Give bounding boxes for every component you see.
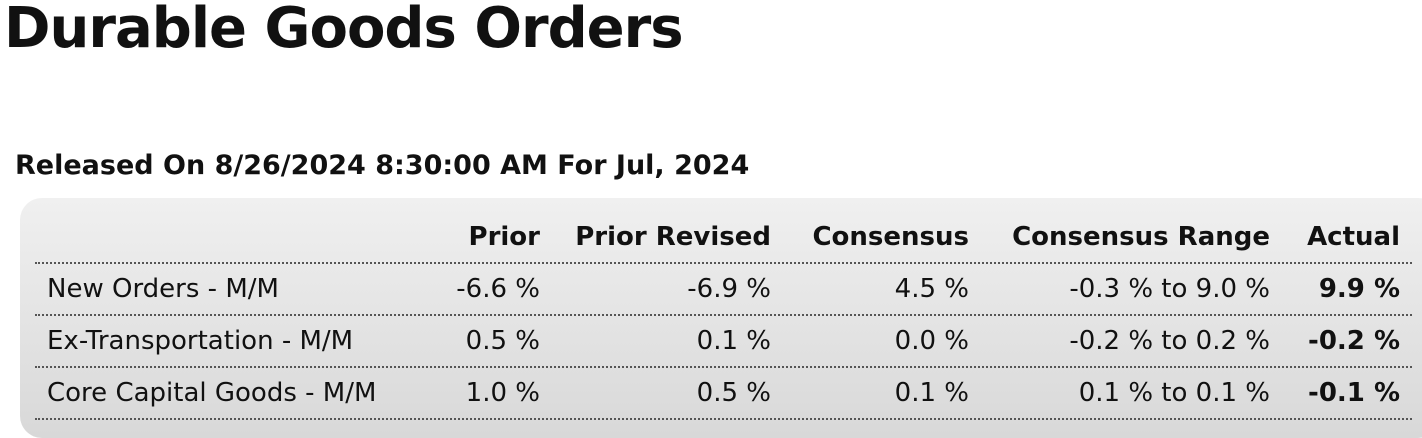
cell-value: -6.6 % [456, 274, 540, 304]
column-header: Consensus [812, 222, 969, 252]
cell-value: 4.5 % [894, 274, 969, 304]
cell-value: 0.1 % to 0.1 % [1078, 378, 1270, 408]
cell-value: 9.9 % [1318, 274, 1400, 304]
cell-value: 0.0 % [894, 326, 969, 356]
cell-value: -0.1 % [1308, 378, 1400, 408]
column-header: Consensus Range [1012, 222, 1270, 252]
cell-value: -0.3 % to 9.0 % [1069, 274, 1270, 304]
cell-value: 0.5 % [696, 378, 771, 408]
cell-value: 1.0 % [465, 378, 540, 408]
separator [35, 314, 1412, 316]
cell-value: 0.1 % [894, 378, 969, 408]
row-label: New Orders - M/M [47, 274, 279, 304]
column-header: Prior Revised [575, 222, 771, 252]
column-header: Actual [1307, 222, 1400, 252]
page: Durable Goods Orders {"header": {"title"… [4, 0, 1422, 438]
cell-value: -6.9 % [687, 274, 771, 304]
page-body: Durable Goods Orders Released On 8/26/20… [4, 0, 1422, 438]
separator [35, 366, 1412, 368]
page-title: Durable Goods Orders [4, 0, 684, 61]
cell-value: -0.2 % [1308, 326, 1400, 356]
row-label: Ex-Transportation - M/M [47, 326, 354, 356]
row-label: Core Capital Goods - M/M [47, 378, 377, 408]
separator [35, 262, 1412, 264]
table-box [20, 198, 1422, 438]
cell-value: -0.2 % to 0.2 % [1069, 326, 1270, 356]
cell-value: 0.1 % [696, 326, 771, 356]
cell-value: 0.5 % [465, 326, 540, 356]
column-header: Prior [468, 222, 540, 252]
separator [35, 418, 1412, 420]
release-info: Released On 8/26/2024 8:30:00 AM For Jul… [15, 150, 750, 181]
